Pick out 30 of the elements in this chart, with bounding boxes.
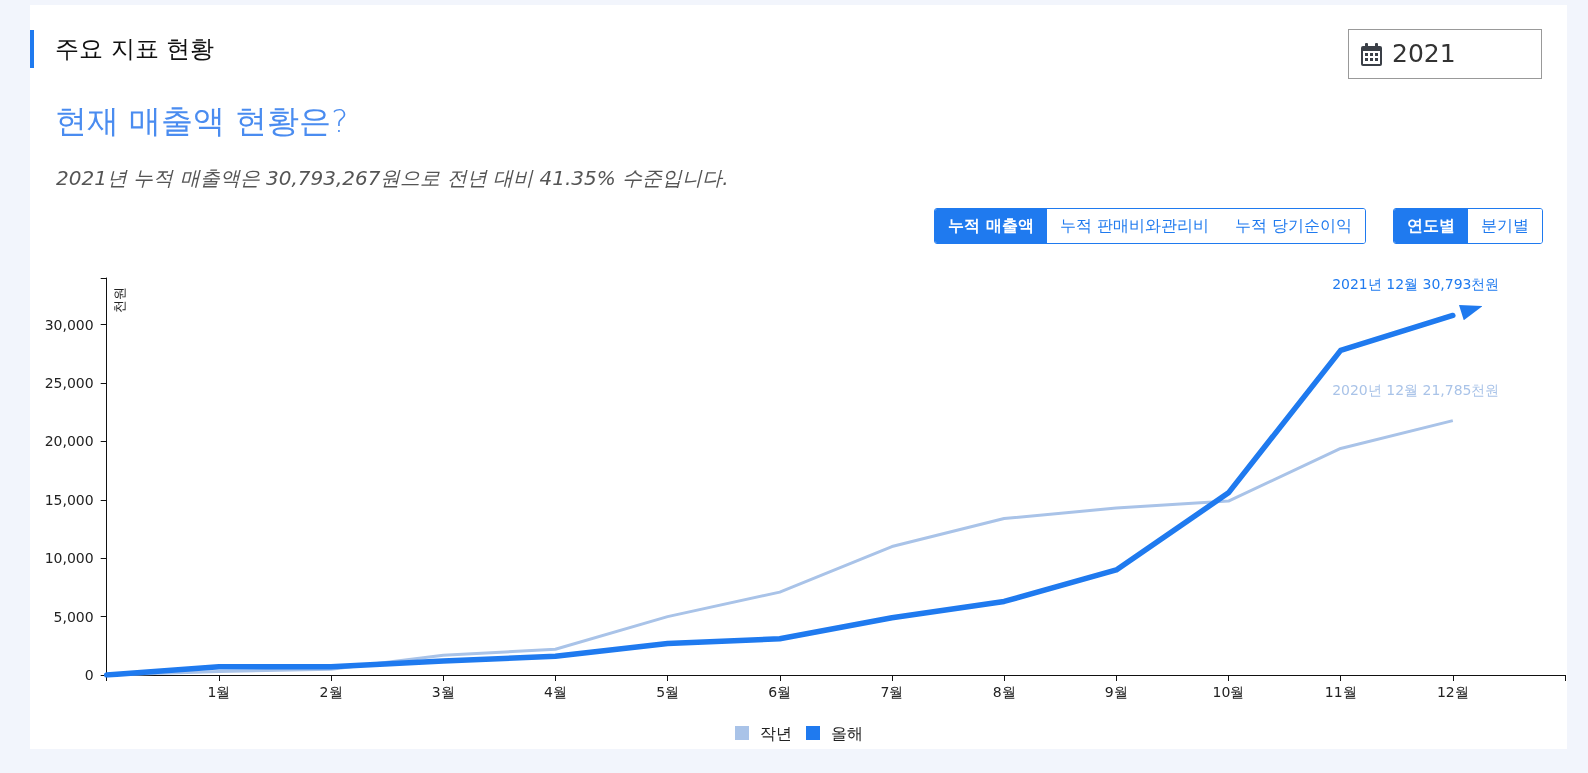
x-tick-label: 8월 [992,684,1016,700]
y-axis-title: 천원 [112,287,128,313]
x-tick-label: 10월 [1212,684,1245,700]
x-tick-label: 7월 [880,684,904,700]
chart-title: 주요 지표 현황 [55,34,215,64]
y-tick-label: 0 [84,667,94,683]
text: 2021년 누적 매출액은 30,793,267원으로 전년 대비 41.35% 수준입니다. [56,165,729,191]
x-tick-label: 1월 [207,684,231,700]
chart-subtitle: 현재 매출액 현황은? [55,101,349,141]
legend-label: 올해 [831,723,863,743]
date-field[interactable]: 2021 [1348,29,1542,79]
y-tick-label: 25,000 [44,375,94,392]
x-tick-label: 3월 [431,684,455,700]
x-tick-label: 4월 [543,684,567,700]
x-tick-label: 6월 [768,684,792,700]
legend-label: 작년 [760,723,792,743]
y-tick-label: 10,000 [44,550,94,567]
toggle-button[interactable]: 연도별 [1394,209,1468,243]
annotation: 2021년 12월 30,793천원 [1332,276,1500,293]
y-tick-label: 20,000 [44,433,94,450]
toggle-button[interactable]: 누적 매출액 [935,209,1047,243]
x-tick-label: 11월 [1324,684,1357,700]
x-tick-label: 2월 [319,684,343,700]
x-tick-label: 9월 [1104,684,1128,700]
annotation: 2020년 12월 21,785천원 [1332,381,1500,398]
x-tick-label: 12월 [1436,684,1469,700]
y-tick-label: 5,000 [53,608,94,625]
y-tick-label: 15,000 [44,491,94,508]
x-tick-label: 5월 [656,684,680,700]
y-tick-label: 30,000 [44,316,94,333]
